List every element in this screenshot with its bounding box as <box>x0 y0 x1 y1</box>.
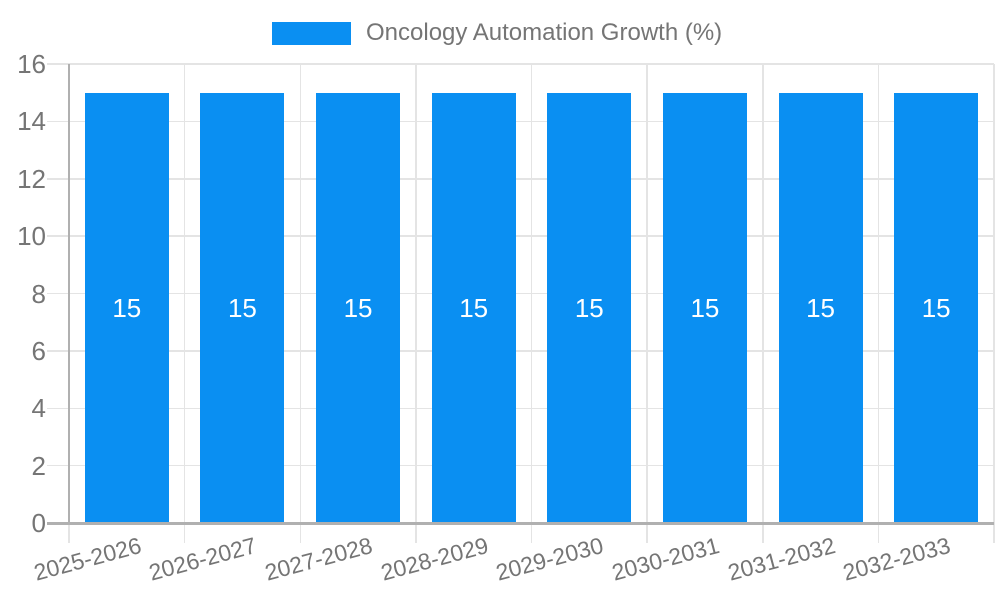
x-tick-mark <box>415 523 417 543</box>
bar <box>547 92 632 523</box>
bar <box>84 92 169 523</box>
x-tick-mark <box>299 523 301 543</box>
y-tick-label: 16 <box>17 49 46 79</box>
x-tick-mark <box>993 523 995 543</box>
bar-value-label: 15 <box>806 292 836 323</box>
y-tick-label: 10 <box>17 221 46 252</box>
x-tick-label: 2025-2026 <box>30 531 144 586</box>
bar <box>662 92 747 523</box>
bar <box>316 92 401 523</box>
gridline-vertical <box>877 64 880 523</box>
chart-legend: Oncology Automation Growth (%) <box>272 19 722 47</box>
bar <box>200 92 285 523</box>
x-tick-label: 2030-2031 <box>608 531 722 586</box>
y-tick-label: 2 <box>31 450 46 481</box>
y-axis-line <box>67 64 71 523</box>
bar-value-label: 15 <box>690 292 720 323</box>
gridline-vertical <box>299 64 301 523</box>
bar-value-label: 15 <box>343 292 373 323</box>
x-tick-label: 2027-2028 <box>262 531 376 586</box>
bar-value-label: 15 <box>112 292 142 323</box>
y-tick-label: 6 <box>31 335 46 366</box>
legend-swatch <box>272 21 351 45</box>
gridline-vertical <box>183 64 186 523</box>
gridline-vertical <box>993 64 995 523</box>
x-tick-mark <box>183 523 186 543</box>
y-tick-label: 12 <box>17 163 46 194</box>
bar <box>778 92 863 523</box>
gridline-vertical <box>415 64 417 523</box>
bar-value-label: 15 <box>921 292 951 323</box>
bar-value-label: 15 <box>459 292 489 323</box>
y-tick-label: 0 <box>31 508 46 538</box>
x-tick-label: 2029-2030 <box>493 531 607 586</box>
x-tick-mark <box>877 523 880 543</box>
x-tick-label: 2031-2032 <box>724 531 838 586</box>
bar <box>894 92 979 523</box>
y-tick-label: 14 <box>17 106 46 137</box>
bar-value-label: 15 <box>574 292 604 323</box>
x-tick-mark <box>68 523 70 543</box>
gridline-vertical <box>762 64 764 523</box>
legend-label: Oncology Automation Growth (%) <box>366 19 723 46</box>
x-tick-mark <box>762 523 764 543</box>
x-tick-label: 2028-2029 <box>377 531 491 586</box>
gridline-horizontal <box>47 63 994 65</box>
bar-value-label: 15 <box>227 292 257 323</box>
bar <box>431 92 516 523</box>
gridline-vertical <box>530 64 533 523</box>
gridline-vertical <box>646 64 648 523</box>
y-tick-label: 8 <box>31 278 46 309</box>
x-tick-label: 2026-2027 <box>146 531 260 586</box>
x-tick-label: 2032-2033 <box>840 531 954 586</box>
x-tick-mark <box>530 523 533 543</box>
y-tick-label: 4 <box>31 393 46 424</box>
x-tick-mark <box>646 523 648 543</box>
